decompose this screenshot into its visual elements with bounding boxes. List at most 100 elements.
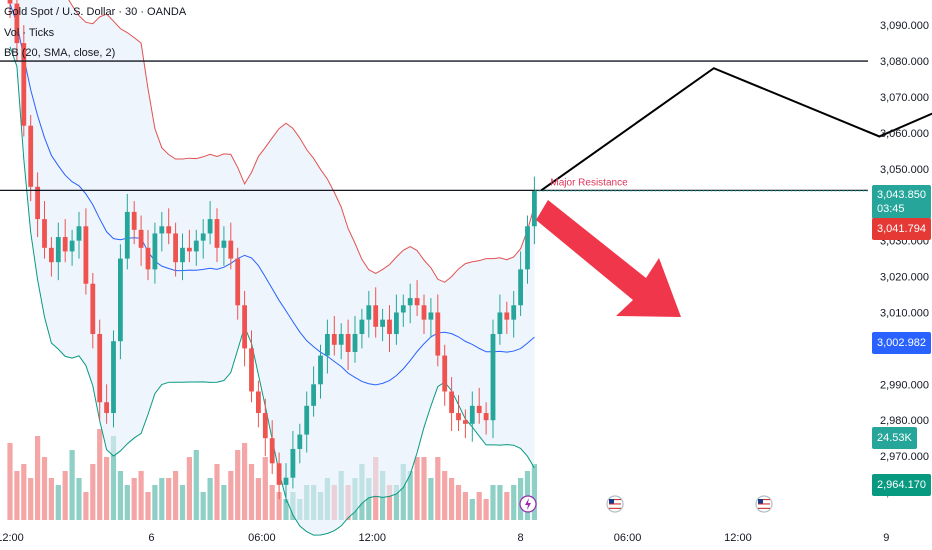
candle-body [511,305,517,320]
candle-body [366,305,372,320]
volume-legend[interactable]: Vol · Ticks [4,27,55,39]
time-axis-label: 06:00 [248,532,276,544]
candle-body [256,391,261,414]
candle [83,208,89,295]
time-axis-label: 12:00 [724,532,752,544]
volume-bar [97,429,103,520]
candle [456,395,461,431]
flag-canton [609,499,614,504]
volume-bar [214,464,220,520]
major-resistance-label[interactable]: Major Resistance [550,177,628,188]
candle-body [118,258,123,342]
volume-bar [511,485,517,520]
lightning-icon[interactable] [519,495,537,513]
volume-bar [469,499,475,520]
candle-body [228,240,234,259]
candle-body [193,240,199,252]
volume-bar [490,485,496,520]
flag-stripe [758,505,770,507]
volume-bar [62,471,68,520]
candle [207,201,213,245]
candle-body [456,413,461,421]
candle [463,409,468,439]
candle-body [221,240,227,248]
candle [276,452,282,500]
candle [338,323,344,360]
candle [49,237,54,277]
volume-bar [48,478,54,520]
candle-body [476,405,482,414]
volume-bar [414,457,420,520]
candle-body [469,405,475,424]
us-flag-icon[interactable] [755,495,773,513]
candle-body [187,247,192,252]
candle [504,301,510,335]
projection-zigzag[interactable] [540,65,932,192]
candle [228,222,234,270]
candle [442,344,448,406]
volume-bar [21,464,27,520]
candle [104,384,109,424]
time-axis-label: 6 [148,532,154,544]
candle [325,319,330,374]
us-flag-icon[interactable] [606,495,624,513]
candle-body [138,229,144,248]
candle-body [104,402,109,414]
volume-bar [138,471,144,520]
volume-bar [497,485,503,520]
volume-bar [400,464,406,520]
candle-body [35,186,40,220]
volume-badge: 24.53K [872,427,917,449]
volume-bar [504,492,510,520]
candle [256,380,261,428]
candle-body [242,305,247,349]
candle-body [311,384,316,406]
candle-body [83,226,89,284]
drawings[interactable]: Major Resistance [536,62,932,317]
volume-bar [104,457,110,520]
candle-body [304,405,310,435]
candle-body [331,334,337,345]
candle-body [490,334,496,421]
candle-body [359,319,365,335]
candle-body [49,247,54,263]
candle-body [76,226,82,241]
volume-bar [262,457,268,520]
candle [118,244,123,360]
volume-bar [455,485,462,520]
candle-body [283,477,289,485]
price-axis-label: 3,050.000 [880,164,929,176]
candle-body [449,391,454,414]
candle [42,201,47,259]
candle-body [504,312,510,320]
volume-bar [173,471,179,520]
event-markers[interactable] [519,495,773,513]
volume-bar [483,499,489,520]
volume-bar [117,471,123,520]
bearish-arrow[interactable] [536,200,681,317]
candle-body [152,233,158,270]
candle-body [497,312,503,335]
price-axis-label: 3,070.000 [880,92,929,104]
candle [532,176,537,245]
time-axis[interactable]: 12:00606:0012:00806:0012:00906:0012:0018… [0,532,932,544]
flag-stripe [758,501,770,503]
candle [214,208,220,263]
bollinger-legend[interactable]: BB (20, SMA, close, 2) [4,47,116,59]
candle [311,366,316,417]
candle-body [525,226,530,270]
horizontal-levels[interactable] [0,60,868,192]
candle [14,0,20,62]
volume-bar [276,492,282,520]
flag-stripe [758,503,770,505]
volume-bar [55,485,61,520]
candle [297,423,303,464]
candle-body [407,298,413,306]
candle [35,172,40,238]
candle-body [387,319,392,335]
candle [331,316,337,356]
candle-body [290,448,296,478]
volume-bar [193,450,199,520]
candle-body [352,334,358,352]
